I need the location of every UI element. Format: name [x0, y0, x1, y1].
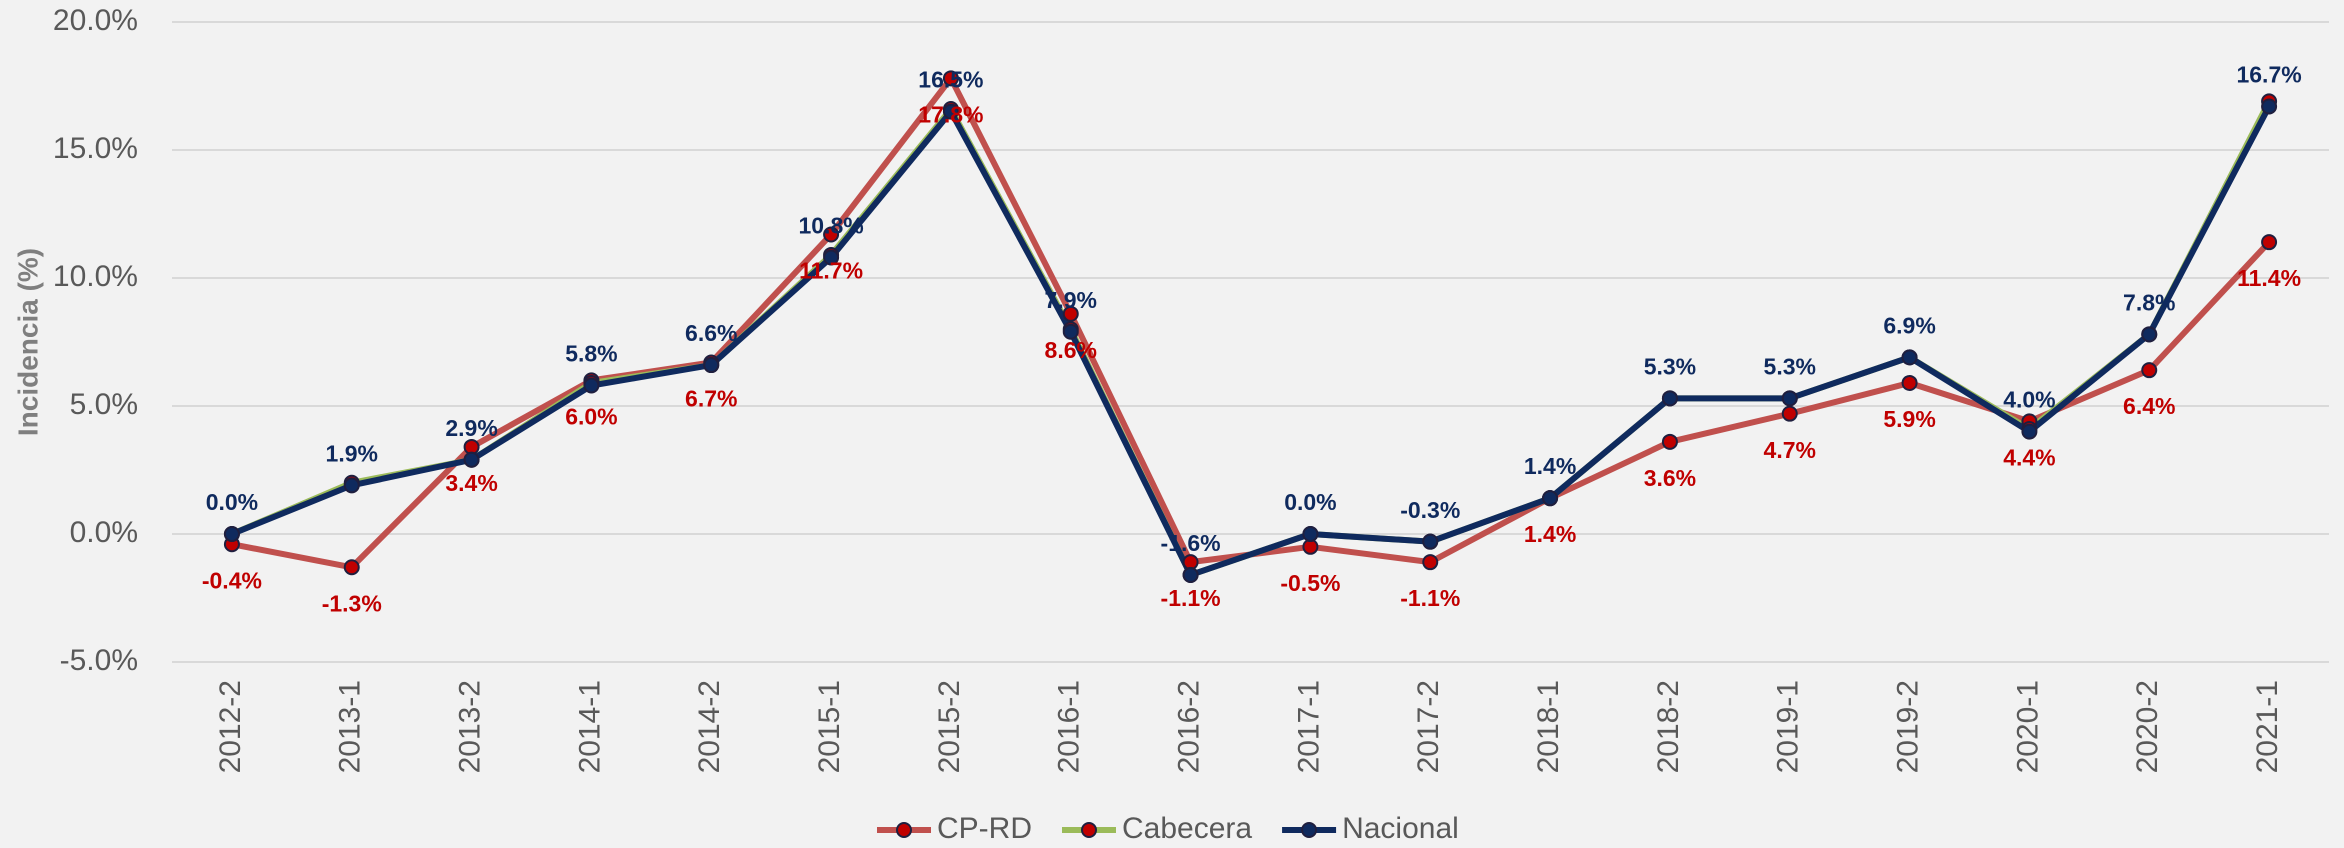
data-label: -0.3%: [1400, 497, 1460, 523]
point: [1062, 323, 1079, 340]
data-label: 1.9%: [326, 440, 378, 466]
point: [1661, 433, 1678, 450]
data-label: 17.8%: [918, 101, 983, 127]
point: [1781, 405, 1798, 422]
data-label: -0.4%: [202, 567, 262, 593]
series-line: [230, 105, 2272, 578]
point: [223, 526, 240, 542]
data-label: 6.0%: [565, 403, 617, 429]
data-label: 6.6%: [685, 320, 737, 346]
legend-marker: [896, 822, 912, 838]
point: [1781, 390, 1798, 407]
point: [1422, 554, 1439, 571]
legend-marker: [1081, 822, 1097, 838]
y-tick-label: 5.0%: [70, 388, 138, 421]
data-label: 10.8%: [798, 213, 863, 239]
legend-marker: [1301, 822, 1318, 838]
x-tick-label: 2017-1: [1292, 680, 1325, 773]
x-tick-label: 2013-1: [334, 680, 367, 773]
data-label: 0.0%: [206, 489, 258, 515]
x-tick-label: 2018-2: [1652, 680, 1685, 773]
point: [1542, 490, 1559, 507]
data-label: 4.4%: [2003, 444, 2055, 470]
y-tick-label: 10.0%: [53, 260, 138, 293]
data-label: -1.1%: [1400, 585, 1460, 611]
x-tick-label: 2015-2: [933, 680, 966, 773]
point: [942, 103, 959, 120]
data-label: 16.7%: [2236, 62, 2301, 88]
point: [703, 357, 720, 374]
data-label: -1.3%: [322, 590, 382, 616]
data-label: -0.5%: [1280, 570, 1340, 596]
data-label: 2.9%: [445, 415, 497, 441]
data-label: 4.0%: [2003, 387, 2055, 413]
data-label: 0.0%: [1284, 489, 1336, 515]
data-label: 1.4%: [1524, 453, 1576, 479]
point: [2021, 423, 2038, 440]
point: [1901, 349, 1918, 366]
y-tick-label: 20.0%: [53, 4, 138, 37]
legend-label: CP-RD: [937, 812, 1032, 845]
x-tick-label: 2019-2: [1892, 680, 1925, 773]
data-label: 5.3%: [1764, 353, 1816, 379]
point: [1182, 566, 1199, 583]
x-tick-label: 2019-1: [1772, 680, 1805, 773]
y-tick-label: 0.0%: [70, 516, 138, 549]
x-tick-label: 2014-1: [573, 680, 606, 773]
point: [823, 226, 840, 243]
data-label: 8.6%: [1045, 337, 1097, 363]
data-label: 16.5%: [918, 67, 983, 93]
data-label: 7.8%: [2123, 289, 2175, 315]
data-label: 4.7%: [1764, 437, 1816, 463]
point: [463, 451, 480, 468]
point: [1422, 533, 1439, 550]
x-tick-label: 2015-1: [813, 680, 846, 773]
legend-label: Nacional: [1342, 812, 1459, 845]
point: [2261, 98, 2278, 115]
data-label: -1.1%: [1161, 585, 1221, 611]
y-tick-label: 15.0%: [53, 132, 138, 165]
point: [1661, 390, 1678, 407]
x-tick-label: 2020-2: [2131, 680, 2164, 773]
data-label: 5.8%: [565, 341, 617, 367]
point: [2141, 326, 2158, 343]
y-axis-title: Incidencia (%): [12, 248, 43, 436]
x-tick-label: 2016-1: [1053, 680, 1086, 773]
x-tick-label: 2014-2: [693, 680, 726, 773]
x-tick-label: 2013-2: [454, 680, 487, 773]
data-label: 3.4%: [445, 470, 497, 496]
point: [583, 377, 600, 394]
data-label: 3.6%: [1644, 465, 1696, 491]
data-label: 5.9%: [1883, 406, 1935, 432]
x-tick-label: 2020-1: [2011, 680, 2044, 773]
point: [343, 477, 360, 494]
x-tick-label: 2016-2: [1173, 680, 1206, 773]
point: [823, 249, 840, 266]
point: [942, 70, 959, 87]
data-label: -1.6%: [1161, 530, 1221, 556]
data-label: 11.4%: [2237, 265, 2301, 291]
data-label: 5.3%: [1644, 353, 1696, 379]
data-label: 6.9%: [1883, 312, 1935, 338]
point: [2261, 234, 2278, 251]
x-tick-label: 2018-1: [1532, 680, 1565, 773]
data-label: 1.4%: [1524, 521, 1576, 547]
legend-label: Cabecera: [1122, 812, 1252, 845]
data-label: 6.7%: [685, 386, 737, 412]
x-tick-label: 2021-1: [2251, 680, 2284, 773]
data-label: 11.7%: [799, 258, 863, 284]
point: [2141, 362, 2158, 379]
data-label: 7.9%: [1045, 287, 1097, 313]
point: [343, 559, 360, 576]
point: [1062, 305, 1079, 322]
point: [1901, 374, 1918, 391]
data-label: 6.4%: [2123, 393, 2175, 419]
x-tick-label: 2017-2: [1412, 680, 1445, 773]
y-tick-label: -5.0%: [60, 644, 138, 677]
x-tick-label: 2012-2: [214, 680, 247, 773]
point: [1302, 526, 1319, 542]
